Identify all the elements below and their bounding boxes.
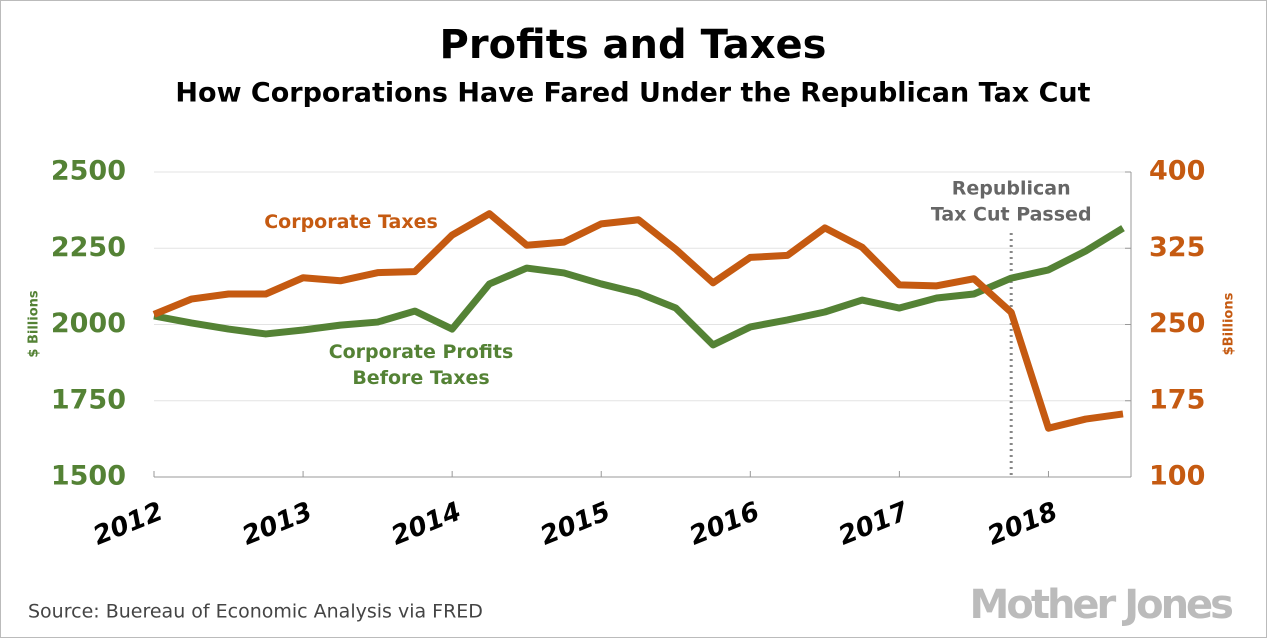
y-tick-label: 2000 [51, 308, 126, 339]
y-tick-label: 1750 [51, 384, 126, 415]
annotation-text: Republican [952, 178, 1071, 200]
y-axis-label: $ Billions [27, 290, 42, 357]
annotation-text: Tax Cut Passed [931, 204, 1092, 226]
logo: Mother Jones [970, 582, 1233, 628]
x-tick-label: 2016 [685, 497, 763, 552]
x-tick-label: 2015 [536, 497, 614, 552]
y2-tick-label: 400 [1149, 156, 1205, 187]
y2-tick-label: 325 [1149, 232, 1205, 263]
y-tick-label: 2500 [51, 156, 126, 187]
source: Source: Buereau of Economic Analysis via… [28, 601, 483, 623]
series-line [153, 225, 1125, 349]
series-label: Corporate Taxes [264, 211, 438, 233]
y2-tick-label: 250 [1149, 308, 1205, 339]
x-tick-label: 2014 [387, 497, 465, 552]
y2-axis-label: $Billions [1222, 292, 1237, 355]
y-tick-label: 2250 [51, 232, 126, 263]
x-tick-label: 2018 [984, 497, 1062, 552]
series-line [152, 210, 1124, 432]
x-tick-label: 2013 [238, 497, 316, 552]
y2-tick-label: 100 [1149, 461, 1205, 492]
x-tick-label: 2017 [834, 496, 913, 551]
x-tick-label: 2012 [89, 497, 167, 552]
chart-subtitle: How Corporations Have Fared Under the Re… [175, 78, 1090, 109]
y-tick-label: 1500 [51, 461, 126, 492]
chart-title: Profits and Taxes [440, 22, 827, 68]
y2-tick-label: 175 [1149, 384, 1205, 415]
series-label: Corporate Profits Before Taxes [328, 341, 514, 389]
